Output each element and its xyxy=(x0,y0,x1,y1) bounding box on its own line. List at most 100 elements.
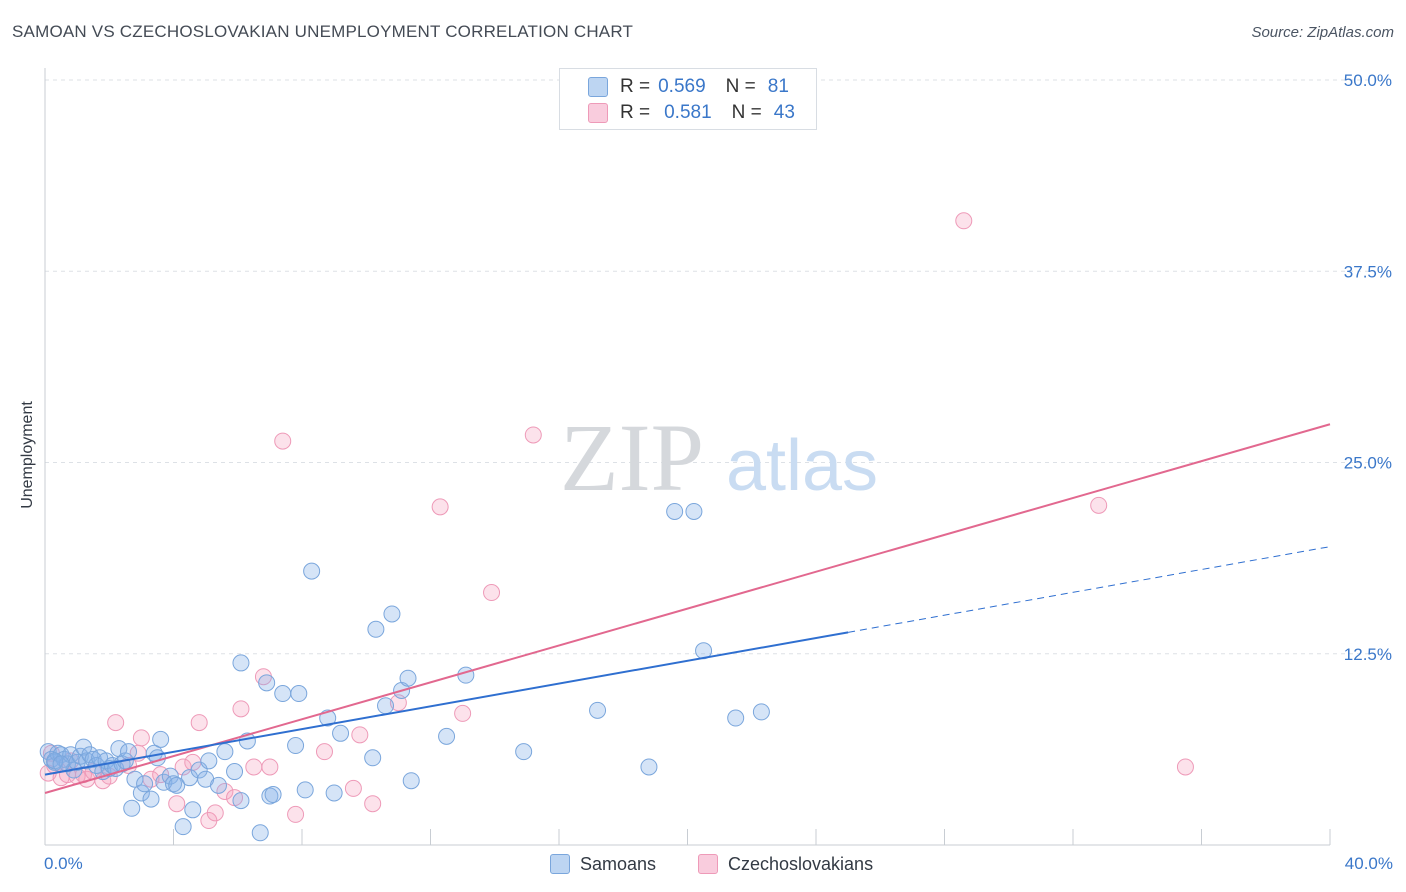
watermark-atlas: atlas xyxy=(726,426,878,506)
source-label: Source: ZipAtlas.com xyxy=(1251,24,1394,41)
czechoslovakian-point xyxy=(524,426,542,444)
samoan-point xyxy=(200,752,218,770)
y-tick-label: 12.5% xyxy=(1344,645,1392,664)
czechoslovakian-point xyxy=(174,758,192,776)
samoan-point xyxy=(168,776,186,794)
samoan-point xyxy=(383,605,401,623)
samoan-point xyxy=(142,790,160,808)
samoan-point xyxy=(515,743,533,761)
samoan-point xyxy=(589,701,607,719)
legend-n-label: N = xyxy=(725,76,756,97)
samoan-point xyxy=(136,775,154,793)
samoan-point xyxy=(126,770,144,788)
samoan-point xyxy=(296,781,314,799)
legend-label-czechoslovakians: Czechoslovakians xyxy=(728,853,874,874)
legend-label-samoans: Samoans xyxy=(580,853,657,874)
czechoslovakian-point xyxy=(274,432,292,450)
legend-n-label: N = xyxy=(731,102,762,123)
samoan-point xyxy=(402,772,420,790)
legend-item-czechoslovakians: Czechoslovakians xyxy=(698,852,873,876)
samoan-point xyxy=(258,674,276,692)
samoan-point xyxy=(367,620,385,638)
watermark: ZIP atlas xyxy=(560,404,878,511)
samoans-points xyxy=(39,502,770,842)
samoan-point xyxy=(752,703,770,721)
samoan-point xyxy=(148,749,166,767)
samoan-point xyxy=(274,685,292,703)
y-tick-label: 25.0% xyxy=(1344,454,1392,473)
samoan-point xyxy=(325,784,343,802)
tick-labels: 12.5% 25.0% 37.5% 50.0% 0.0% 40.0% xyxy=(44,71,1393,873)
czechoslovakian-point xyxy=(206,804,224,822)
czechoslovakian-point xyxy=(454,704,472,722)
samoan-point xyxy=(364,749,382,767)
legend-swatch-blue xyxy=(550,854,570,874)
legend-n-value: 81 xyxy=(767,76,789,97)
trend-lines xyxy=(44,423,1331,794)
samoan-point xyxy=(174,818,192,836)
samoan-point xyxy=(120,743,138,761)
legend-swatch-pink xyxy=(588,103,608,123)
czechoslovakian-point xyxy=(483,584,501,602)
czechoslovakian-point xyxy=(344,779,362,797)
czechoslovakian-point xyxy=(232,700,250,718)
samoan-point xyxy=(232,654,250,672)
samoan-point xyxy=(232,792,250,810)
samoan-point xyxy=(457,666,475,684)
x-tick-label: 40.0% xyxy=(1345,854,1393,873)
samoan-point xyxy=(52,755,70,773)
czechoslovakian-point xyxy=(168,795,186,813)
legend-row-samoans: R = 0.569 N = 81 xyxy=(588,74,789,100)
y-tick-label: 50.0% xyxy=(1344,71,1392,90)
czechoslovakian-point xyxy=(1090,496,1108,514)
y-axis-label: Unemployment xyxy=(19,401,36,509)
samoan-point xyxy=(332,724,350,742)
samoan-point xyxy=(251,824,269,842)
samoan-point xyxy=(209,776,227,794)
samoan-point xyxy=(52,746,70,764)
czechoslovakian-point xyxy=(107,714,125,732)
czechoslovakian-point xyxy=(132,729,150,747)
legend-r-label: R = xyxy=(620,76,651,97)
samoan-point xyxy=(152,730,170,748)
samoan-point xyxy=(264,786,282,804)
czechoslovakian-point xyxy=(955,212,973,230)
samoan-point xyxy=(377,697,395,715)
czechoslovakian-point xyxy=(1176,758,1194,776)
samoans-trend-extension xyxy=(848,546,1331,633)
samoan-point xyxy=(666,502,684,520)
x-tick-label: 0.0% xyxy=(44,854,83,873)
samoan-point xyxy=(184,801,202,819)
czechoslovakian-point xyxy=(245,758,263,776)
czechoslovakian-point xyxy=(364,795,382,813)
legend-r-label: R = xyxy=(620,102,651,123)
samoan-point xyxy=(303,562,321,580)
legend-row-czechoslovakians: R = 0.581 N = 43 xyxy=(588,100,795,126)
legend-r-value: 0.569 xyxy=(658,76,706,97)
czechoslovakian-point xyxy=(261,758,279,776)
samoan-point xyxy=(640,758,658,776)
samoan-point xyxy=(438,727,456,745)
samoan-point xyxy=(226,763,244,781)
samoan-point xyxy=(216,743,234,761)
legend-n-value: 43 xyxy=(773,102,795,123)
samoan-point xyxy=(727,709,745,727)
grid-lines xyxy=(45,79,1370,655)
samoan-point xyxy=(132,784,150,802)
samoan-point xyxy=(287,737,305,755)
czechoslovakian-point xyxy=(431,498,449,516)
czechoslovakian-point xyxy=(287,805,305,823)
correlation-legend: R = 0.569 N = 81 R = 0.581 N = 43 xyxy=(559,68,817,130)
czechoslovakian-point xyxy=(190,714,208,732)
legend-item-samoans: Samoans xyxy=(550,852,656,876)
czechoslovakian-point xyxy=(216,782,234,800)
samoan-point xyxy=(685,502,703,520)
samoans-trend-line xyxy=(44,631,849,776)
czechoslovakian-point xyxy=(315,743,333,761)
samoan-point xyxy=(123,799,141,817)
legend-r-value: 0.581 xyxy=(664,102,712,123)
chart-title: SAMOAN VS CZECHOSLOVAKIAN UNEMPLOYMENT C… xyxy=(12,22,634,41)
czechoslovakians-points xyxy=(39,212,1194,830)
legend-swatch-pink xyxy=(698,854,718,874)
